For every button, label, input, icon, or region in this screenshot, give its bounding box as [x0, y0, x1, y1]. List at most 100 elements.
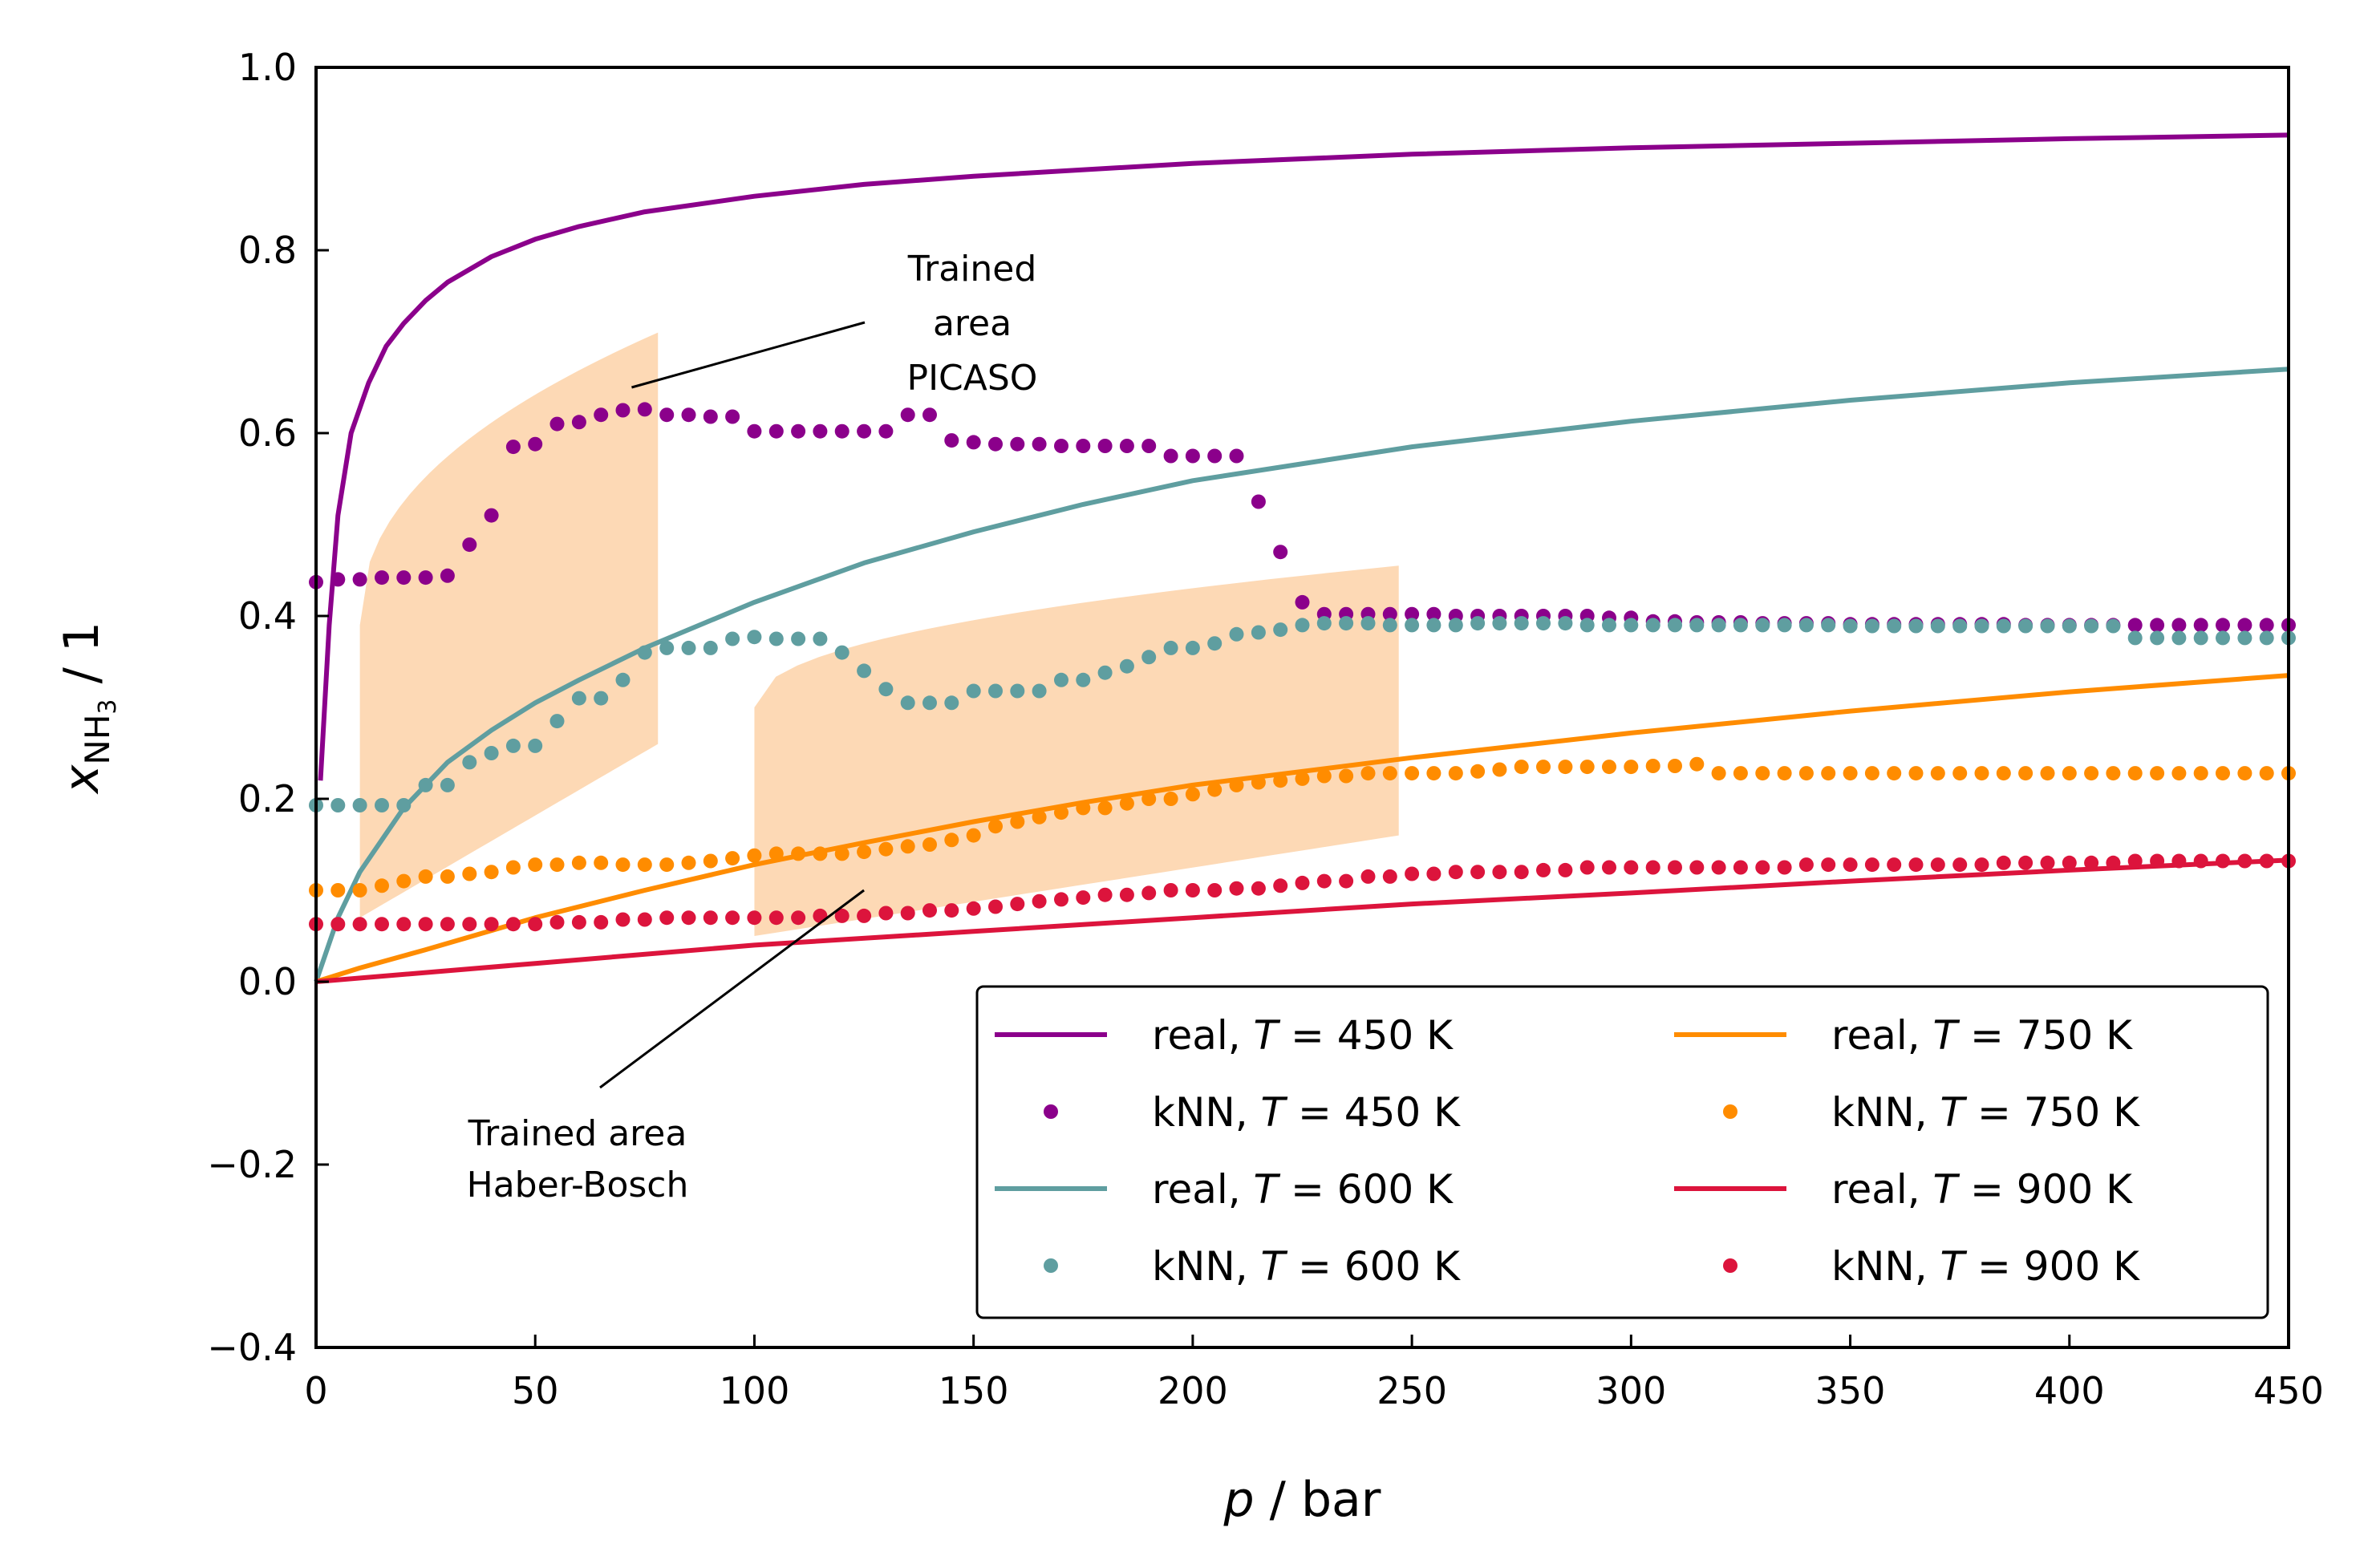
legend-swatch-knn-t--900-k: [1723, 1258, 1737, 1273]
line-real-t--750-k: [315, 673, 2289, 984]
point-knn-t--600-k: [637, 645, 652, 660]
point-knn-t--750-k: [1668, 759, 1682, 773]
point-knn-t--450-k: [1382, 606, 1397, 622]
point-knn-t--600-k: [900, 695, 915, 711]
point-knn-t--900-k: [2040, 855, 2055, 870]
x-axis-label: p / bar: [1223, 1472, 1381, 1528]
y-tick-label: 0.4: [238, 594, 297, 638]
annotation-arrow-haber-bosch: [599, 889, 865, 1089]
point-knn-t--900-k: [2193, 853, 2208, 869]
point-knn-t--600-k: [2259, 630, 2274, 646]
point-knn-t--450-k: [900, 407, 915, 423]
point-knn-t--750-k: [1733, 766, 1748, 781]
point-knn-t--900-k: [528, 917, 543, 932]
point-knn-t--900-k: [878, 906, 894, 921]
point-knn-t--600-k: [549, 714, 565, 729]
point-knn-t--750-k: [988, 819, 1003, 834]
point-knn-t--450-k: [988, 436, 1003, 452]
point-knn-t--600-k: [1733, 618, 1748, 633]
point-knn-t--450-k: [922, 407, 937, 423]
point-knn-t--900-k: [594, 914, 609, 930]
point-knn-t--750-k: [768, 846, 784, 861]
point-knn-t--450-k: [375, 570, 389, 585]
point-knn-t--450-k: [703, 409, 718, 424]
trained-area-regions: [359, 332, 1399, 936]
point-knn-t--600-k: [1514, 616, 1529, 631]
point-knn-t--750-k: [1339, 768, 1354, 784]
point-knn-t--750-k: [900, 839, 915, 854]
point-knn-t--900-k: [768, 910, 784, 926]
point-knn-t--750-k: [1207, 782, 1223, 797]
point-knn-t--750-k: [484, 865, 499, 880]
point-knn-t--900-k: [1602, 860, 1616, 875]
point-knn-t--900-k: [1076, 890, 1091, 906]
point-knn-t--450-k: [878, 423, 894, 439]
point-knn-t--900-k: [1054, 892, 1068, 907]
point-knn-t--750-k: [1821, 766, 1836, 781]
point-knn-t--750-k: [2216, 766, 2230, 781]
point-knn-t--600-k: [571, 691, 586, 706]
point-knn-t--750-k: [1689, 756, 1705, 772]
x-tick-label: 150: [939, 1369, 1009, 1412]
point-knn-t--750-k: [2106, 766, 2121, 781]
point-knn-t--600-k: [878, 682, 894, 697]
point-knn-t--750-k: [1076, 800, 1091, 816]
point-knn-t--750-k: [1470, 764, 1486, 779]
point-knn-t--600-k: [1602, 618, 1616, 633]
point-knn-t--450-k: [484, 508, 499, 523]
point-knn-t--750-k: [1908, 766, 1924, 781]
legend-label-real-t--450-k: real, T = 450 K: [1152, 1012, 1454, 1059]
point-knn-t--750-k: [1097, 800, 1113, 816]
legend-label-real-t--900-k: real, T = 900 K: [1831, 1166, 2133, 1213]
point-knn-t--750-k: [1952, 766, 1968, 781]
point-knn-t--750-k: [922, 837, 937, 852]
point-knn-t--600-k: [1273, 622, 1288, 638]
point-knn-t--600-k: [2062, 618, 2077, 634]
point-knn-t--750-k: [1010, 814, 1025, 829]
point-knn-t--450-k: [396, 570, 412, 585]
x-tick-label: 50: [512, 1369, 559, 1412]
point-knn-t--750-k: [1163, 792, 1178, 806]
point-knn-t--600-k: [659, 640, 675, 655]
point-knn-t--750-k: [1426, 766, 1441, 781]
annotations: Trained area PICASO Trained area Haber-Bosch: [467, 249, 1038, 1205]
point-knn-t--900-k: [352, 917, 367, 932]
point-knn-t--600-k: [1141, 650, 1157, 665]
point-knn-t--750-k: [966, 828, 981, 843]
point-knn-t--750-k: [1536, 760, 1551, 775]
point-knn-t--750-k: [1119, 796, 1134, 811]
point-knn-t--600-k: [1492, 616, 1507, 631]
point-knn-t--450-k: [834, 423, 849, 439]
point-knn-t--900-k: [2127, 853, 2143, 869]
point-knn-t--750-k: [1514, 760, 1529, 775]
point-knn-t--600-k: [462, 755, 477, 770]
point-knn-t--600-k: [1339, 616, 1354, 631]
point-knn-t--450-k: [462, 537, 477, 553]
point-knn-t--600-k: [768, 631, 784, 646]
point-knn-t--900-k: [1798, 857, 1814, 873]
series-knn-t--900-k: [309, 853, 2296, 932]
point-knn-t--600-k: [1974, 618, 1989, 634]
point-knn-t--450-k: [1229, 448, 1244, 464]
point-knn-t--450-k: [966, 435, 981, 450]
point-knn-t--600-k: [1097, 665, 1113, 680]
point-knn-t--900-k: [703, 910, 718, 926]
point-knn-t--900-k: [944, 903, 959, 918]
point-knn-t--600-k: [2171, 630, 2187, 646]
point-knn-t--600-k: [725, 631, 740, 646]
point-knn-t--600-k: [1843, 618, 1858, 634]
point-knn-t--900-k: [2216, 853, 2230, 869]
point-knn-t--900-k: [1185, 883, 1200, 897]
point-knn-t--600-k: [1689, 618, 1705, 633]
point-knn-t--600-k: [2106, 618, 2121, 634]
point-knn-t--750-k: [1251, 775, 1266, 790]
point-knn-t--600-k: [1996, 618, 2011, 634]
point-knn-t--900-k: [549, 914, 565, 930]
y-axis-label: xNH3 / 1: [54, 622, 122, 795]
y-tick-label: −0.4: [207, 1326, 297, 1369]
trained-area-2: [754, 565, 1399, 936]
point-knn-t--600-k: [703, 640, 718, 655]
point-knn-t--750-k: [2171, 766, 2187, 781]
line-real-t--450-k: [318, 132, 2289, 781]
